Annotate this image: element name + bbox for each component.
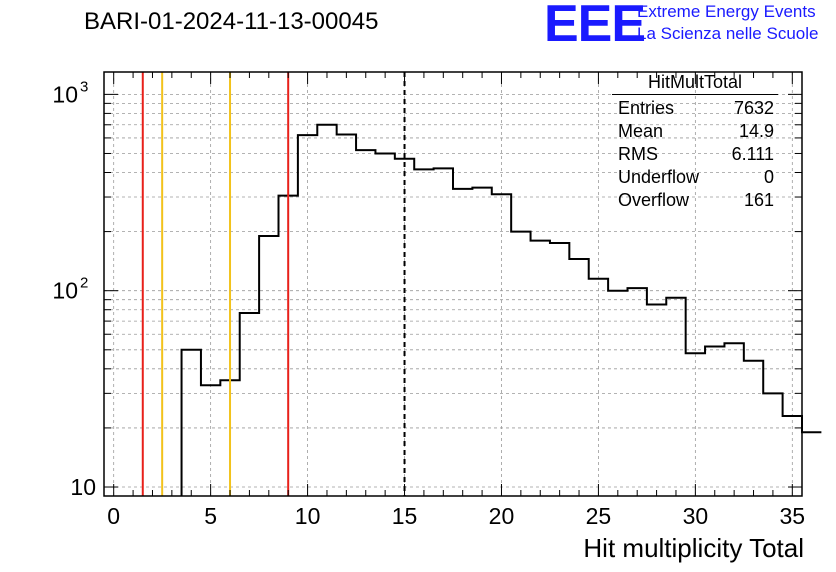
- plot-frame: [103, 71, 803, 497]
- x-tick-label: 15: [392, 503, 418, 529]
- x-axis-label: Hit multiplicity Total: [583, 533, 804, 563]
- chart-title: BARI-01-2024-11-13-00045: [84, 8, 379, 35]
- stats-row-overflow: Overflow 161: [612, 189, 778, 212]
- stats-value: 6.111: [731, 144, 774, 164]
- x-tick-label: 25: [586, 503, 612, 529]
- histogram-outline: [180, 123, 822, 496]
- stats-label: RMS: [618, 144, 658, 164]
- stats-label: Overflow: [618, 190, 690, 210]
- threshold-lines: [141, 72, 406, 496]
- stats-label: Mean: [618, 121, 664, 141]
- logo-text-line-2: La Scienza nelle Scuole: [637, 24, 819, 43]
- stats-value: 7632: [733, 98, 774, 118]
- stats-value: 161: [743, 190, 774, 210]
- axis-ticks: [104, 72, 802, 497]
- stats-box: HitMultTotal Entries 7632 Mean 14.9 RMS …: [612, 72, 778, 212]
- logo-text-line-1: Extreme Energy Events: [637, 2, 816, 21]
- stats-row-rms: RMS 6.111: [612, 143, 778, 166]
- y-tick-label: 10: [70, 474, 96, 500]
- stats-box-title: HitMultTotal: [612, 72, 778, 95]
- x-tick-label: 20: [489, 503, 515, 529]
- x-tick-label: 10: [295, 503, 321, 529]
- eee-logo: EEE: [544, 0, 646, 53]
- x-tick-label: 35: [780, 503, 806, 529]
- x-tick-label: 0: [107, 503, 120, 529]
- y-tick-label: 10: [52, 81, 78, 107]
- x-tick-label: 30: [683, 503, 709, 529]
- stats-value: 0: [763, 167, 774, 187]
- stats-label: Underflow: [618, 167, 700, 187]
- stats-row-entries: Entries 7632: [612, 97, 778, 120]
- y-tick-label-exponent: 3: [80, 78, 88, 95]
- stats-row-underflow: Underflow 0: [612, 166, 778, 189]
- x-tick-label: 5: [204, 503, 217, 529]
- stats-value: 14.9: [738, 121, 774, 141]
- histogram-series: [180, 123, 822, 496]
- y-tick-label: 10: [52, 278, 78, 304]
- stats-row-mean: Mean 14.9: [612, 120, 778, 143]
- stats-label: Entries: [618, 98, 675, 118]
- grid-lines: [104, 72, 802, 497]
- y-tick-label-exponent: 2: [80, 275, 88, 292]
